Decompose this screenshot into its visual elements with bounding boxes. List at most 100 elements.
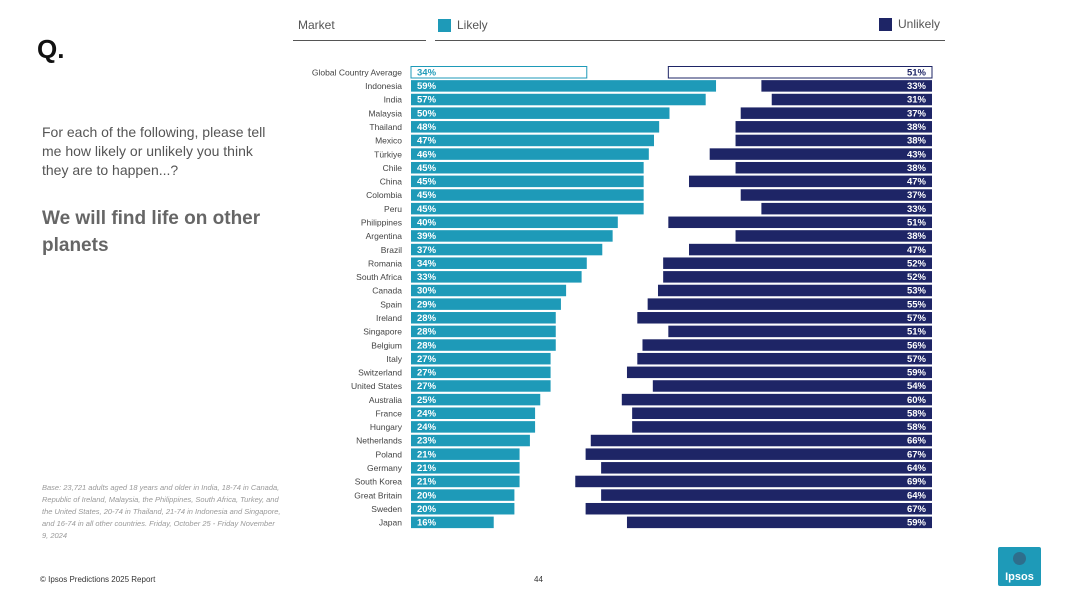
unlikely-value-label: 64% <box>907 490 927 501</box>
category-label: Japan <box>379 518 402 528</box>
logo-figure-icon <box>1013 552 1026 565</box>
likely-value-label: 27% <box>417 368 437 379</box>
unlikely-bar <box>761 80 932 92</box>
category-label: Argentina <box>366 231 403 241</box>
likely-bar <box>411 380 551 392</box>
unlikely-bar <box>735 121 932 133</box>
likely-value-label: 28% <box>417 340 437 351</box>
likely-value-label: 57% <box>417 95 437 106</box>
likely-bar <box>411 243 603 256</box>
likely-value-label: 24% <box>417 408 437 419</box>
category-label: France <box>376 408 403 418</box>
likely-value-label: 16% <box>417 518 437 529</box>
likely-value-label: 21% <box>417 449 437 460</box>
category-label: South Africa <box>356 272 402 282</box>
likely-value-label: 47% <box>417 136 437 147</box>
unlikely-value-label: 52% <box>907 272 927 283</box>
category-label: India <box>384 95 403 105</box>
unlikely-bar <box>657 284 932 297</box>
category-label: United States <box>351 381 402 391</box>
unlikely-value-label: 31% <box>907 95 927 106</box>
unlikely-bar <box>601 462 932 474</box>
unlikely-bar <box>709 148 932 160</box>
category-label: Canada <box>372 286 402 296</box>
category-label: Peru <box>384 204 402 214</box>
likely-bar <box>411 516 494 529</box>
likely-bar <box>411 284 567 297</box>
unlikely-bar <box>632 407 932 419</box>
likely-value-label: 59% <box>417 81 437 92</box>
likely-bar <box>411 230 613 242</box>
likely-value-label: 48% <box>417 122 437 133</box>
likely-value-label: 27% <box>417 381 437 392</box>
likely-value-label: 27% <box>417 354 437 365</box>
category-label: Indonesia <box>365 81 402 91</box>
unlikely-value-label: 64% <box>907 463 927 474</box>
unlikely-bar <box>601 489 932 501</box>
category-label: Mexico <box>375 136 402 146</box>
likely-bar <box>411 462 520 474</box>
unlikely-bar <box>642 339 932 351</box>
ipsos-logo: Ipsos <box>998 547 1041 586</box>
unlikely-bar <box>626 366 932 379</box>
likely-value-label: 34% <box>417 67 437 78</box>
unlikely-value-label: 55% <box>907 299 927 310</box>
category-label: Global Country Average <box>312 67 402 77</box>
unlikely-value-label: 43% <box>907 149 927 160</box>
unlikely-bar <box>652 380 932 392</box>
likely-value-label: 39% <box>417 231 437 242</box>
unlikely-value-label: 33% <box>907 81 927 92</box>
category-label: Italy <box>386 354 402 364</box>
legend-header-rule <box>435 40 945 41</box>
unlikely-value-label: 51% <box>907 67 927 78</box>
unlikely-bar <box>740 189 932 201</box>
question-mark-label: Q. <box>37 34 65 64</box>
likely-value-label: 21% <box>417 477 437 488</box>
likely-bar <box>411 489 515 501</box>
category-label: Netherlands <box>356 436 402 446</box>
unlikely-value-label: 51% <box>907 327 927 338</box>
unlikely-bar <box>663 271 932 283</box>
base-note: Base: 23,721 adults aged 18 years and ol… <box>42 483 281 540</box>
unlikely-value-label: 38% <box>907 231 927 242</box>
likely-bar <box>411 448 520 460</box>
likely-bar <box>411 121 660 133</box>
unlikely-value-label: 57% <box>907 313 927 324</box>
unlikely-value-label: 58% <box>907 422 927 433</box>
unlikely-bar <box>735 134 932 147</box>
unlikely-value-label: 37% <box>907 108 927 119</box>
question-text: For each of the following, please tell m… <box>42 124 266 178</box>
page-number: 44 <box>534 575 543 584</box>
likely-bar <box>411 80 717 92</box>
legend-likely-label: Likely <box>457 18 488 32</box>
likely-value-label: 30% <box>417 286 437 297</box>
category-label: South Korea <box>355 477 403 487</box>
likely-value-label: 45% <box>417 204 437 215</box>
unlikely-value-label: 47% <box>907 245 927 256</box>
unlikely-value-label: 38% <box>907 136 927 147</box>
likely-bar <box>411 393 541 406</box>
category-label: Great Britain <box>354 490 402 500</box>
unlikely-value-label: 33% <box>907 204 927 215</box>
unlikely-bar <box>663 257 932 269</box>
unlikely-bar <box>668 325 932 338</box>
unlikely-bar <box>647 298 932 310</box>
unlikely-value-label: 69% <box>907 477 927 488</box>
likely-value-label: 45% <box>417 177 437 188</box>
likely-value-label: 29% <box>417 299 437 310</box>
category-label: China <box>380 177 402 187</box>
category-label: Hungary <box>370 422 403 432</box>
likely-value-label: 46% <box>417 149 437 160</box>
category-label: Türkiye <box>374 149 402 159</box>
unlikely-value-label: 53% <box>907 286 927 297</box>
likely-bar <box>411 475 520 488</box>
unlikely-value-label: 57% <box>907 354 927 365</box>
footer-copyright: © Ipsos Predictions 2025 Report <box>40 575 156 584</box>
likely-value-label: 20% <box>417 490 437 501</box>
category-label: Ireland <box>376 313 402 323</box>
unlikely-value-label: 59% <box>907 518 927 529</box>
statement-heading: We will find life on other planets <box>42 208 261 256</box>
category-label: Belgium <box>371 340 402 350</box>
likely-bar <box>411 202 644 215</box>
